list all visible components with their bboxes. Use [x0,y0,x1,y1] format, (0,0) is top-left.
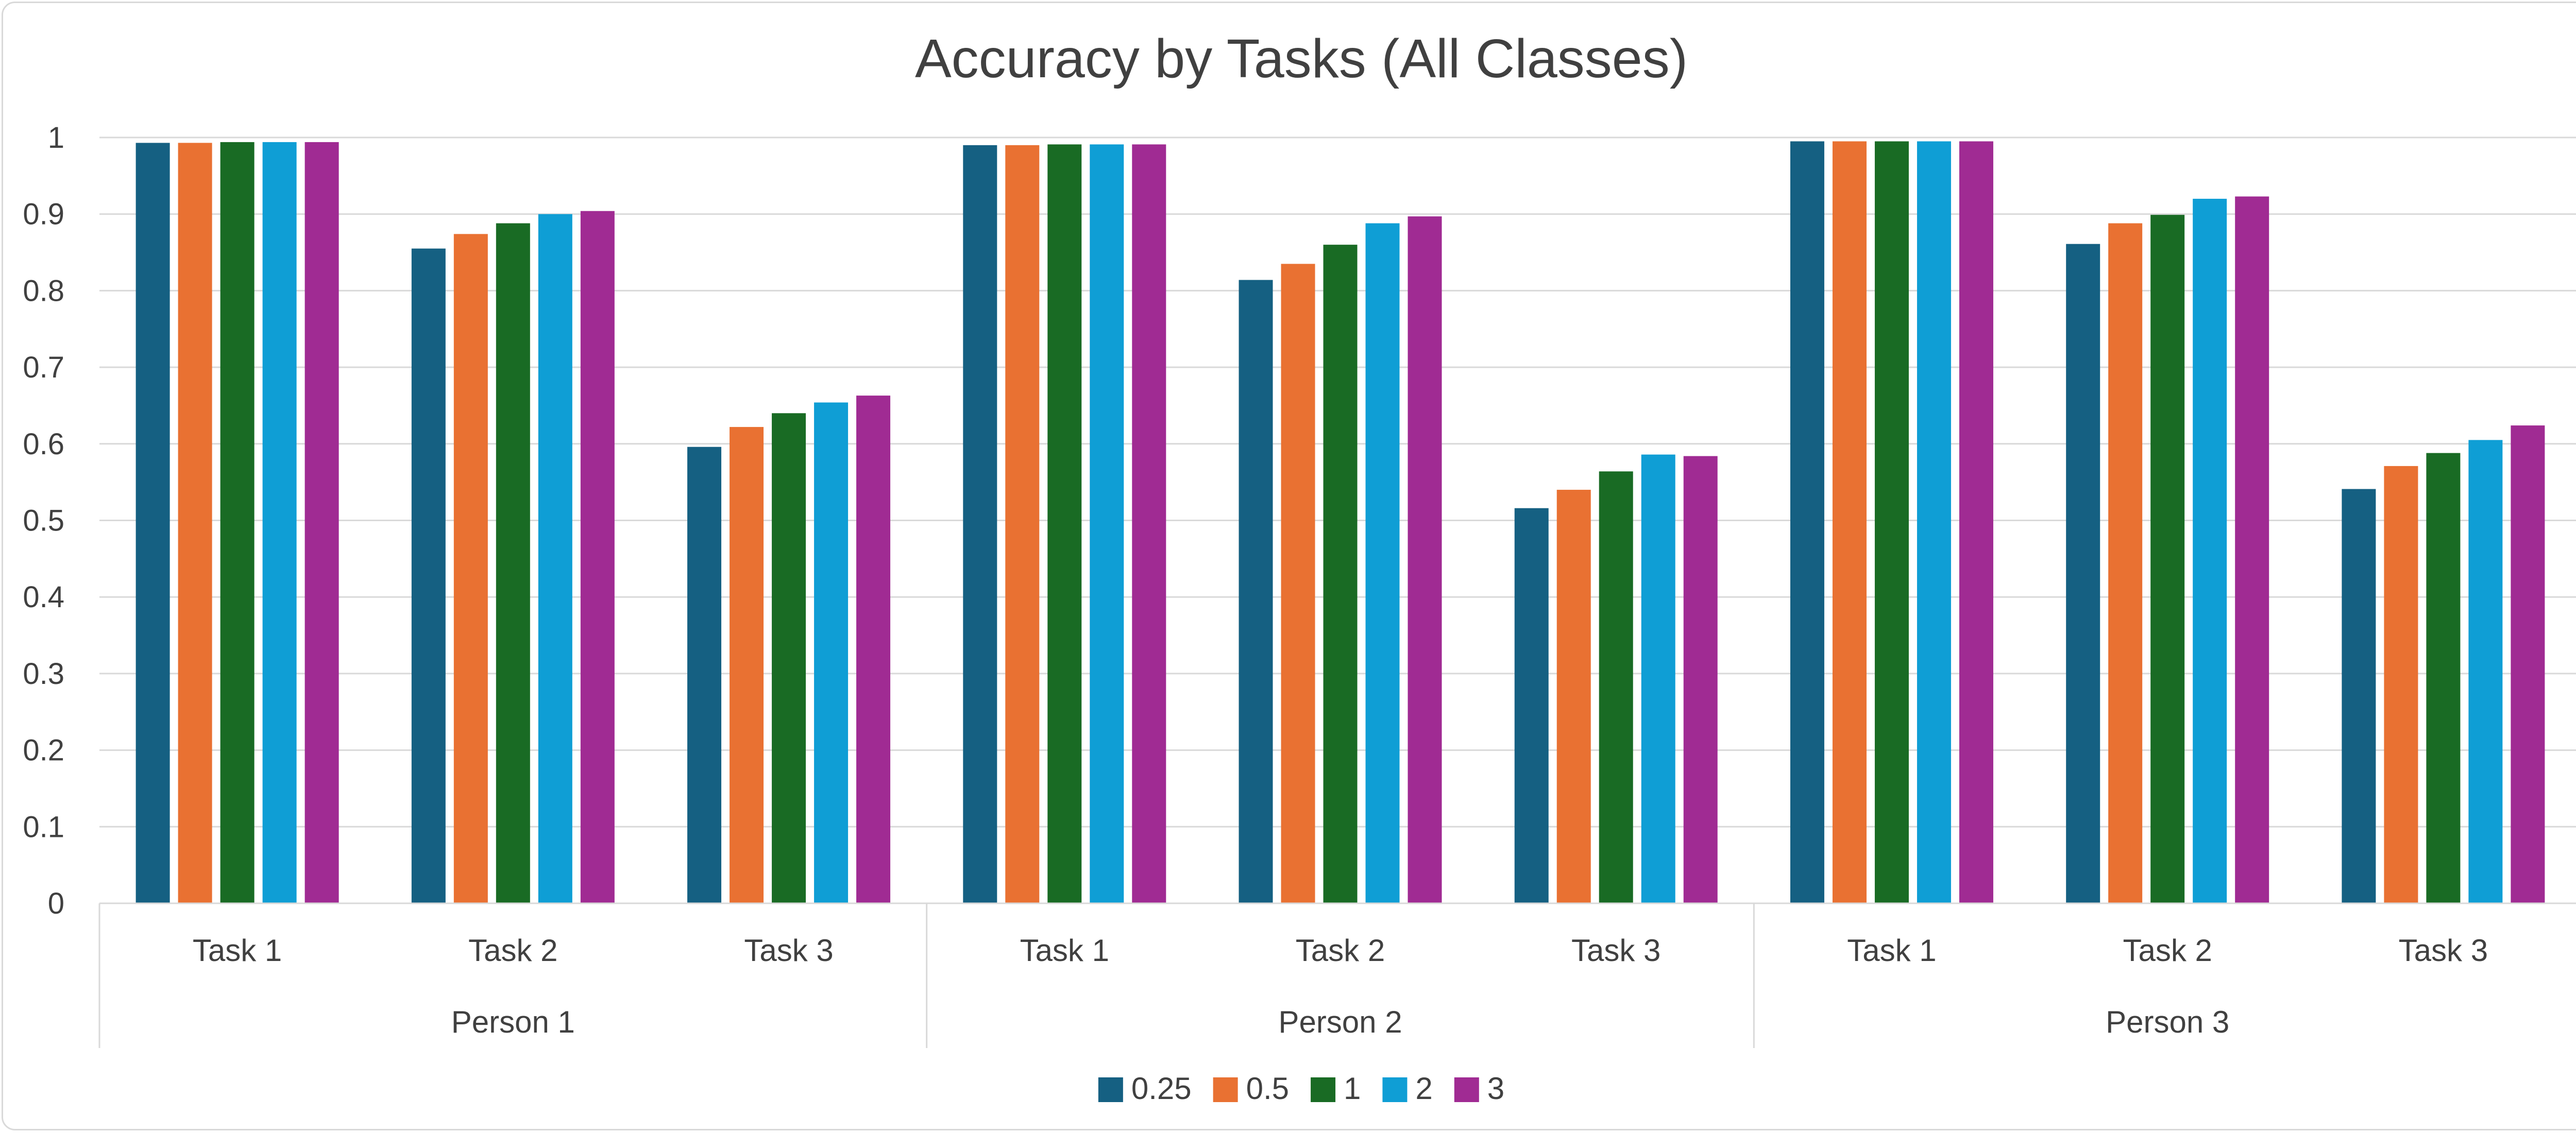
bar [963,145,997,903]
bars [135,141,2545,904]
y-tick-label: 1 [48,121,64,154]
x-tick-label: Task 1 [1020,933,1109,968]
bar [1005,145,1040,903]
y-tick-label: 0.8 [23,274,64,307]
legend-item: 0.25 [1098,1071,1192,1106]
bar [304,142,339,903]
bar [453,234,488,903]
y-axis: 0 0.1 0.2 0.3 0.4 0.5 0.6 0.7 0.8 0.9 1 [23,121,64,920]
bar [1832,141,1867,903]
bar [2066,244,2100,903]
legend: 0.25 0.5 1 2 3 [1098,1071,1504,1106]
bar [687,447,722,903]
bar [2235,196,2269,903]
bar [262,142,297,903]
bar [2468,440,2503,903]
bar [856,396,891,903]
x-tick-label: Task 1 [193,933,282,968]
bar [1641,454,1675,903]
bar [1090,144,1124,903]
legend-swatch [1213,1077,1238,1102]
legend-label: 3 [1487,1071,1504,1106]
bar [1683,456,1718,903]
bar [2150,215,2185,903]
bar [730,427,764,903]
x-tick-label: Task 2 [2123,933,2212,968]
chart-title: Accuracy by Tasks (All Classes) [915,28,1688,89]
bar [580,211,615,904]
y-tick-label: 0.1 [23,810,64,844]
legend-swatch [1454,1077,1479,1102]
bar [1365,223,1400,904]
legend-swatch [1098,1077,1123,1102]
legend-label: 1 [1344,1071,1361,1106]
legend-item: 1 [1311,1071,1361,1106]
bar [2342,489,2376,903]
x-tick-label: Task 1 [1847,933,1936,968]
x-group-label: Person 1 [451,1005,575,1039]
legend-item: 2 [1382,1071,1433,1106]
bar [1874,141,1909,903]
bar [2384,466,2418,903]
bar [1408,216,1442,903]
y-tick-label: 0.6 [23,427,64,461]
bar [2193,198,2227,904]
bar [538,214,572,904]
y-tick-label: 0.2 [23,734,64,767]
x-axis: Task 1 Task 2 Task 3 Task 1 Task 2 Task 3 Task… [98,902,2576,1048]
bar [2511,425,2545,903]
bar [1281,264,1315,903]
bar [1917,141,1951,903]
x-tick-label: Task 3 [1571,933,1660,968]
legend-item: 3 [1454,1071,1504,1106]
legend-label: 0.25 [1131,1071,1192,1106]
bar [411,248,446,903]
y-tick-label: 0.3 [23,657,64,691]
x-group-label: Person 3 [2106,1005,2229,1039]
bar [1790,141,1824,903]
x-tick-label: Task 3 [744,933,833,968]
bar [496,223,530,904]
bar [1599,471,1633,903]
y-tick-label: 0.9 [23,198,64,231]
bar [1047,144,1082,903]
legend-swatch [1311,1077,1336,1102]
bar [772,413,806,903]
bar [1514,508,1549,903]
y-tick-label: 0 [48,887,64,920]
bar [178,143,212,904]
bar [220,142,255,903]
legend-swatch [1382,1077,1408,1102]
bar [1239,280,1273,903]
x-tick-label: Task 2 [468,933,557,968]
bar [1959,141,1993,903]
bar [2108,223,2143,904]
legend-item: 0.5 [1213,1071,1289,1106]
y-tick-label: 0.4 [23,580,64,614]
legend-label: 0.5 [1246,1071,1289,1106]
bar [135,143,170,904]
legend-label: 2 [1415,1071,1432,1106]
bar [814,402,849,903]
bar [1556,490,1591,903]
y-tick-label: 0.7 [23,351,64,384]
y-tick-label: 0.5 [23,504,64,538]
x-tick-label: Task 3 [2399,933,2488,968]
x-tick-label: Task 2 [1296,933,1385,968]
bar [1132,144,1166,903]
x-group-label: Person 2 [1278,1005,1402,1039]
bar [2426,453,2461,903]
bar [1323,245,1358,904]
